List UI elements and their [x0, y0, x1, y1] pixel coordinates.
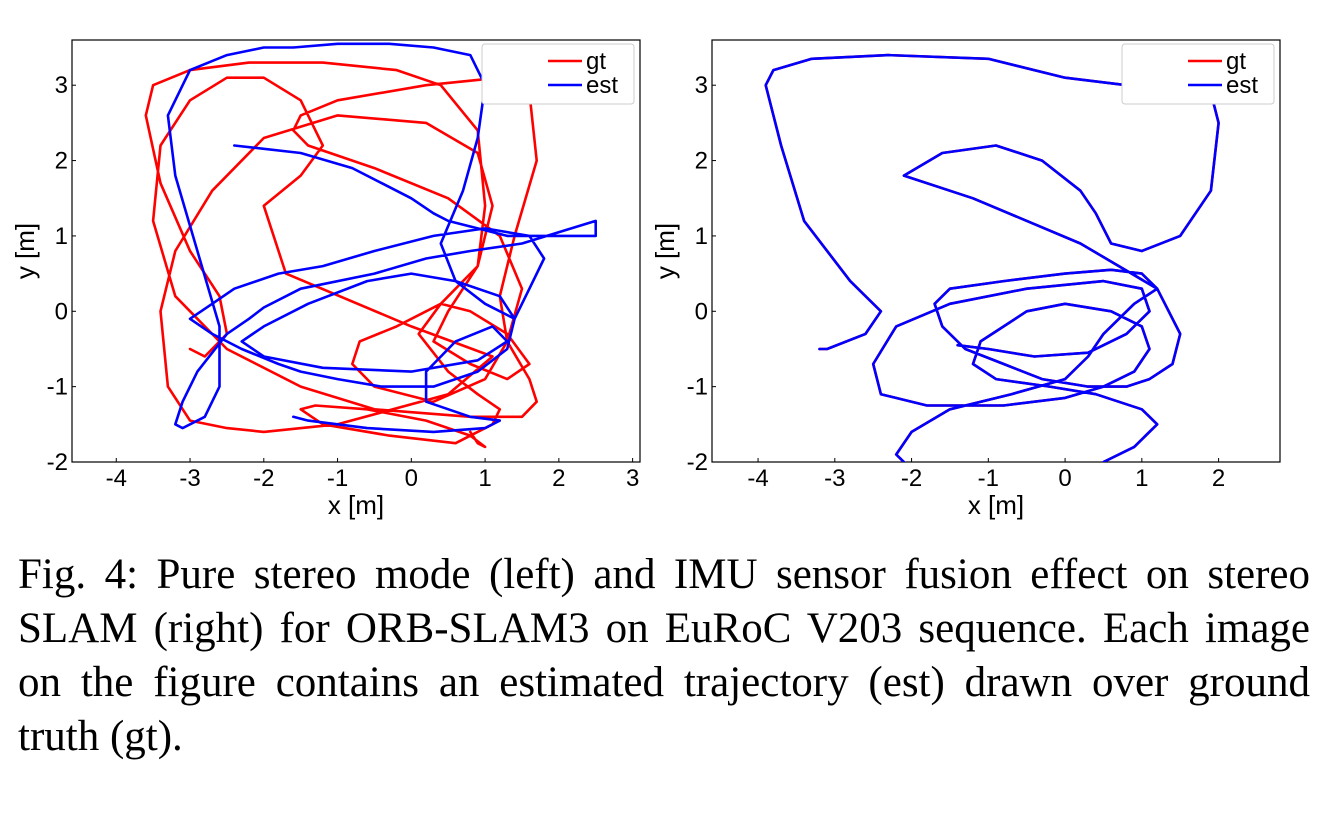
- y-axis-label: y [m]: [10, 223, 40, 279]
- x-tick-label: -4: [747, 465, 768, 492]
- y-tick-label: 2: [695, 148, 708, 175]
- y-tick-label: -1: [687, 374, 708, 401]
- legend-label-gt: gt: [586, 48, 606, 75]
- x-tick-label: 2: [552, 465, 565, 492]
- y-tick-label: 3: [695, 72, 708, 99]
- x-tick-label: 2: [1212, 465, 1225, 492]
- legend-label-est: est: [586, 72, 618, 99]
- y-tick-label: 3: [55, 72, 68, 99]
- legend-label-gt: gt: [1226, 48, 1246, 75]
- x-tick-label: 3: [626, 465, 639, 492]
- y-tick-label: -2: [687, 449, 708, 476]
- y-axis-label: y [m]: [650, 223, 680, 279]
- x-tick-label: -1: [327, 465, 348, 492]
- x-tick-label: -3: [179, 465, 200, 492]
- chart-right: -2 -1 0 1 2 3 -4 -3 -2 -1 0 1 2 x [m] y [m] gt est: [650, 0, 1330, 530]
- y-tick-label: 0: [55, 298, 68, 325]
- chart-left: -2 -1 0 1 2 3 -4 -3 -2 -1 0 1 2 3 x [m] y [m] gt est: [0, 0, 660, 530]
- x-tick-label: -2: [253, 465, 274, 492]
- x-tick-label: 0: [405, 465, 418, 492]
- x-tick-label: -2: [901, 465, 922, 492]
- series-line-gt: [144, 61, 539, 449]
- y-tick-label: -2: [47, 449, 68, 476]
- series-line-est: [166, 42, 598, 434]
- y-tick-label: 1: [55, 223, 68, 250]
- legend-box: [481, 43, 635, 105]
- y-tick-label: 1: [695, 223, 708, 250]
- figure-caption: Fig. 4: Pure stereo mode (left) and IMU …: [18, 551, 1310, 760]
- plot-frame: [71, 39, 641, 463]
- x-tick-label: 0: [1058, 465, 1071, 492]
- legend-box: [1121, 43, 1275, 105]
- legend-label-est: est: [1226, 72, 1258, 99]
- series-line-est: [764, 53, 1220, 462]
- y-tick-label: -1: [47, 374, 68, 401]
- plot-frame: [711, 39, 1281, 463]
- x-tick-label: -3: [824, 465, 845, 492]
- x-axis-label: x [m]: [328, 490, 384, 520]
- x-axis-label: x [m]: [968, 490, 1024, 520]
- x-tick-label: -1: [978, 465, 999, 492]
- x-tick-label: 1: [478, 465, 491, 492]
- y-tick-label: 0: [695, 298, 708, 325]
- x-tick-label: -4: [106, 465, 127, 492]
- y-tick-label: 2: [55, 148, 68, 175]
- x-tick-label: 1: [1135, 465, 1148, 492]
